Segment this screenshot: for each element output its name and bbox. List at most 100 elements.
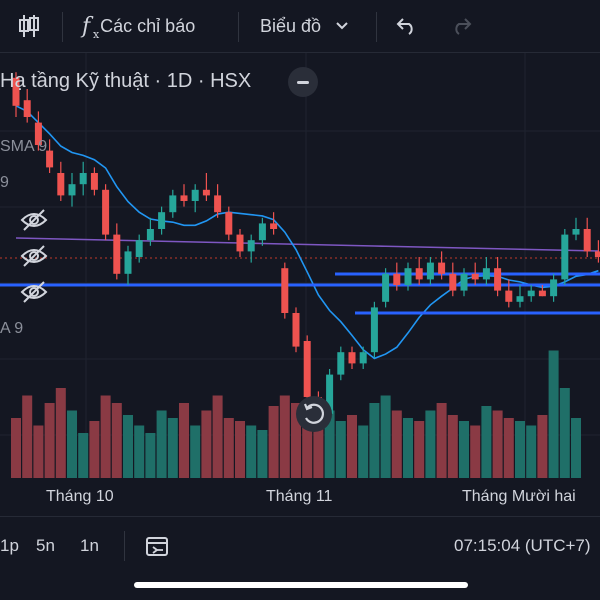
volume-bar <box>537 415 548 478</box>
candle-body <box>124 251 132 274</box>
candle-body <box>505 290 513 302</box>
volume-bar <box>123 415 133 478</box>
volume-bar <box>44 403 55 478</box>
candle-body <box>158 212 166 229</box>
symbol-title[interactable]: Hạ tầng Kỹ thuật · 1D · HSX <box>0 70 252 92</box>
candlestick-icon[interactable] <box>18 0 40 52</box>
candle-body <box>180 195 188 201</box>
hidden-eye-icon[interactable] <box>20 280 48 304</box>
volume-bar <box>492 410 503 478</box>
volume-bar <box>89 421 100 478</box>
candle-body <box>426 262 434 280</box>
indicators-label: Các chỉ báo <box>100 15 196 36</box>
candle-body <box>572 229 580 235</box>
toolbar-divider <box>238 12 239 42</box>
volume-bar <box>268 406 279 478</box>
redo-icon <box>455 18 472 35</box>
candle-body <box>68 184 76 196</box>
candle-body <box>46 150 54 168</box>
volume-bar <box>414 421 425 478</box>
candle-body <box>583 229 591 252</box>
volume-bar <box>291 403 301 478</box>
reset-view-button[interactable] <box>296 396 332 432</box>
chart-type-dropdown[interactable]: Biểu đồ <box>260 0 349 52</box>
sma-slow-line <box>15 237 599 252</box>
candle-body <box>449 273 457 291</box>
sma-fast-line <box>15 105 599 360</box>
hidden-eye-icon[interactable] <box>20 244 48 268</box>
timeframe-5n[interactable]: 5n <box>36 536 55 555</box>
volume-bar <box>212 395 223 478</box>
month-label: Tháng Mười hai <box>462 488 576 505</box>
candle-body <box>135 240 143 257</box>
undo-button[interactable] <box>396 0 418 52</box>
candle-body <box>550 279 558 297</box>
date-range-button[interactable] <box>144 517 170 575</box>
volume-bar <box>459 421 469 478</box>
indicator-label[interactable]: 9 <box>0 174 9 191</box>
volume-bar <box>190 425 201 478</box>
volume-bar <box>447 415 458 478</box>
volume-bar <box>201 410 212 478</box>
volume-bar <box>548 350 559 478</box>
candle-body <box>326 374 334 414</box>
toolbar-divider <box>376 12 377 42</box>
candle-body <box>281 268 289 313</box>
candle-body <box>527 290 535 297</box>
timeframe-1p[interactable]: 1p <box>0 536 19 555</box>
indicator-label[interactable]: SMA 9 <box>0 138 48 155</box>
redo-button[interactable] <box>450 0 472 52</box>
volume-bar <box>257 430 268 478</box>
volume-bar <box>145 433 156 478</box>
candle-body <box>191 189 199 201</box>
candle-body <box>494 268 502 291</box>
bottom-toolbar: 1p 5n 1n 07:15:04 (UTC+7) <box>0 516 600 575</box>
candle-body <box>393 273 401 285</box>
candle-body <box>482 268 490 280</box>
candle-body <box>113 234 121 274</box>
candle-body <box>90 173 98 190</box>
volume-bar <box>246 425 257 478</box>
volume-bar <box>403 418 413 478</box>
volume-bar <box>391 410 402 478</box>
volume-bar <box>324 410 335 478</box>
candle-body <box>460 273 468 291</box>
candle-body <box>247 240 255 252</box>
hidden-eye-icon[interactable] <box>20 208 48 232</box>
candle-body <box>12 77 20 106</box>
volume-bar <box>100 395 111 478</box>
collapse-legend-button[interactable] <box>288 67 318 97</box>
volume-bar <box>33 425 44 478</box>
volume-bar <box>167 418 178 478</box>
reset-icon <box>303 403 325 424</box>
calendar-range-icon <box>146 537 168 556</box>
volume-bar <box>515 421 525 478</box>
minus-icon <box>297 80 309 84</box>
timeframe-1n[interactable]: 1n <box>80 536 99 555</box>
candle-body <box>202 189 210 196</box>
volume-bar <box>67 410 77 478</box>
clock-timezone[interactable]: 07:15:04 (UTC+7) <box>454 536 591 555</box>
volume-bar <box>571 418 581 478</box>
price-chart[interactable] <box>0 53 600 483</box>
candle-body <box>34 122 42 145</box>
candle-body <box>236 234 244 252</box>
candle-body <box>370 307 378 353</box>
volume-bar <box>358 425 369 478</box>
candle-body <box>382 273 390 302</box>
volume-bar <box>313 425 324 478</box>
volume-bar <box>481 406 492 478</box>
volume-bar <box>436 403 447 478</box>
candle-body <box>146 229 154 241</box>
volume-bar <box>425 410 436 478</box>
candle-body <box>258 223 266 241</box>
candle-body <box>292 313 300 347</box>
candle-body <box>415 268 423 280</box>
candle-body <box>102 189 110 235</box>
volume-bar <box>134 425 145 478</box>
candle-body <box>79 173 87 185</box>
indicator-label[interactable]: A 9 <box>0 320 24 337</box>
candle-body <box>438 262 446 274</box>
